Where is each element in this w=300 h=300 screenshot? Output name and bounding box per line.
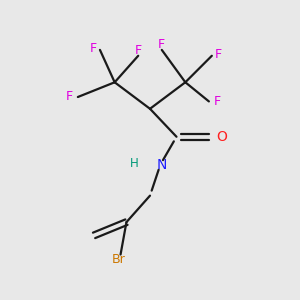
Text: F: F bbox=[215, 48, 222, 61]
Text: O: O bbox=[216, 130, 227, 144]
Text: F: F bbox=[158, 38, 165, 51]
Text: F: F bbox=[66, 91, 73, 103]
Text: H: H bbox=[129, 157, 138, 170]
Text: F: F bbox=[135, 44, 142, 57]
Text: N: N bbox=[157, 158, 167, 172]
Text: F: F bbox=[214, 95, 221, 108]
Text: Br: Br bbox=[112, 253, 126, 266]
Text: F: F bbox=[90, 42, 97, 55]
